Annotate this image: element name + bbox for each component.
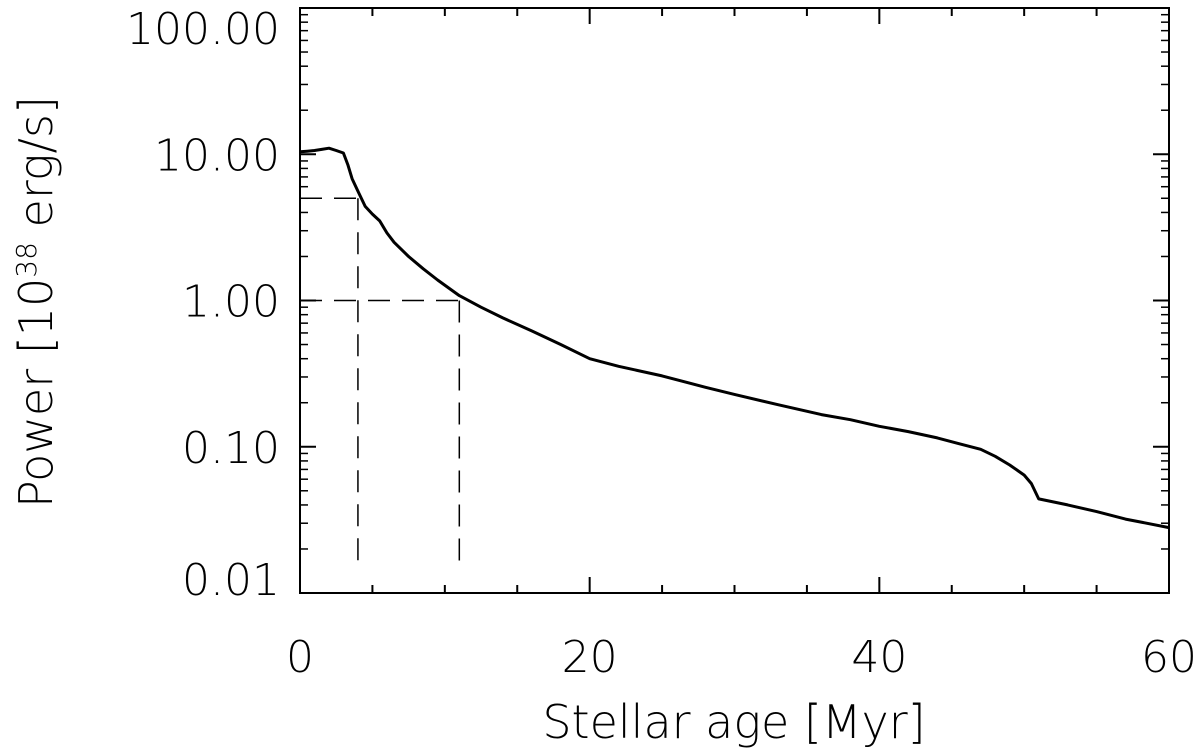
y-tick-label: 0.10 [182, 423, 280, 474]
x-tick-label: 20 [562, 632, 618, 683]
plot-frame [299, 7, 1170, 594]
y-tick-labels: 0.01 0.10 1.00 10.00 100.00 [126, 4, 280, 606]
y-tick-label: 10.00 [154, 130, 280, 181]
major-ticks [299, 7, 1170, 594]
y-tick-label: 0.01 [182, 555, 280, 606]
x-axis-label: Stellar age [Myr] [542, 695, 925, 749]
x-tick-labels: 0 20 40 60 [286, 632, 1197, 683]
minor-ticks [300, 8, 1169, 593]
x-tick-label: 0 [286, 632, 314, 683]
y-tick-label: 1.00 [182, 277, 280, 328]
y-axis-label-prefix: Power [10 [9, 278, 63, 508]
power-curve-line [299, 146, 1170, 530]
x-tick-label: 40 [851, 632, 907, 683]
x-tick-label: 60 [1141, 632, 1197, 683]
y-axis-label: Power [1038 erg/s] [9, 96, 63, 508]
y-tick-label: 100.00 [126, 4, 280, 55]
y-axis-label-exponent: 38 [10, 242, 43, 278]
y-axis-label-suffix: erg/s] [9, 96, 63, 242]
reference-lines [300, 197, 461, 568]
